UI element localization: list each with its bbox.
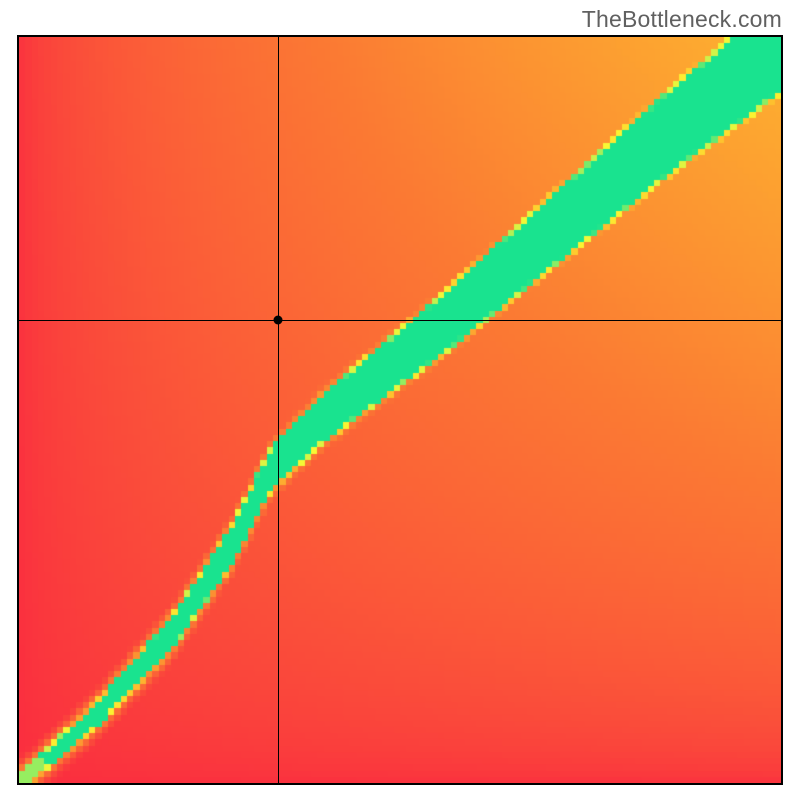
crosshair-horizontal	[19, 320, 781, 321]
heatmap-canvas	[19, 37, 781, 783]
crosshair-vertical	[278, 37, 279, 783]
watermark-text: TheBottleneck.com	[582, 6, 782, 33]
operating-point-marker	[274, 316, 283, 325]
bottleneck-heatmap	[17, 35, 783, 785]
